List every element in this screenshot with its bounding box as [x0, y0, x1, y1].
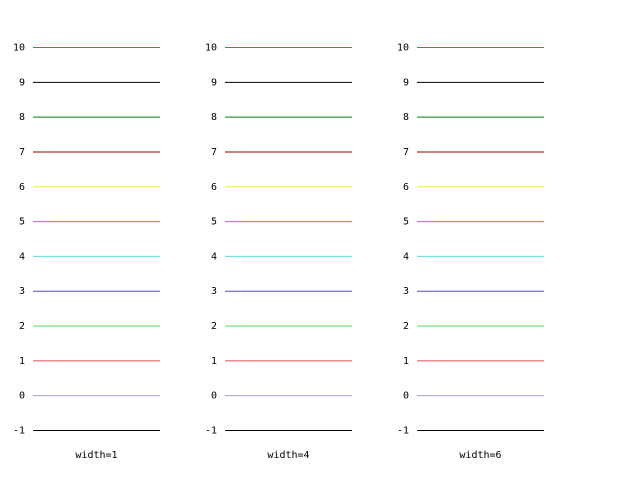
- y-tick-label: 9: [19, 77, 25, 88]
- y-tick-label: 10: [13, 43, 25, 54]
- y-tick-label: 3: [211, 286, 217, 297]
- y-tick-label: 3: [19, 286, 25, 297]
- y-tick-label: 0: [19, 391, 25, 402]
- y-tick-label: -1: [397, 426, 409, 437]
- y-tick-label: 2: [19, 321, 25, 332]
- x-axis-label: width=6: [459, 450, 501, 461]
- y-tick-label: -1: [13, 426, 25, 437]
- y-tick-label: 5: [211, 217, 217, 228]
- y-tick-label: 2: [211, 321, 217, 332]
- y-tick-label: 9: [403, 77, 409, 88]
- y-tick-label: 8: [211, 112, 217, 123]
- y-tick-label: 6: [211, 182, 217, 193]
- y-tick-label: 1: [211, 356, 217, 367]
- y-tick-label: 7: [19, 147, 25, 158]
- y-tick-label: 3: [403, 286, 409, 297]
- x-axis-label: width=1: [75, 450, 117, 461]
- y-tick-label: 1: [19, 356, 25, 367]
- y-tick-label: 5: [19, 217, 25, 228]
- y-tick-label: 7: [403, 147, 409, 158]
- y-tick-label: 8: [19, 112, 25, 123]
- y-tick-label: 10: [205, 43, 217, 54]
- y-tick-label: -1: [205, 426, 217, 437]
- y-tick-label: 4: [211, 251, 217, 262]
- y-tick-label: 5: [403, 217, 409, 228]
- y-tick-label: 7: [211, 147, 217, 158]
- y-tick-label: 1: [403, 356, 409, 367]
- y-tick-label: 4: [19, 251, 25, 262]
- y-tick-label: 6: [403, 182, 409, 193]
- y-tick-label: 4: [403, 251, 409, 262]
- y-tick-label: 6: [19, 182, 25, 193]
- y-tick-label: 9: [211, 77, 217, 88]
- y-tick-label: 8: [403, 112, 409, 123]
- y-tick-label: 0: [211, 391, 217, 402]
- x-axis-label: width=4: [267, 450, 309, 461]
- y-tick-label: 2: [403, 321, 409, 332]
- y-tick-label: 0: [403, 391, 409, 402]
- y-tick-label: 10: [397, 43, 409, 54]
